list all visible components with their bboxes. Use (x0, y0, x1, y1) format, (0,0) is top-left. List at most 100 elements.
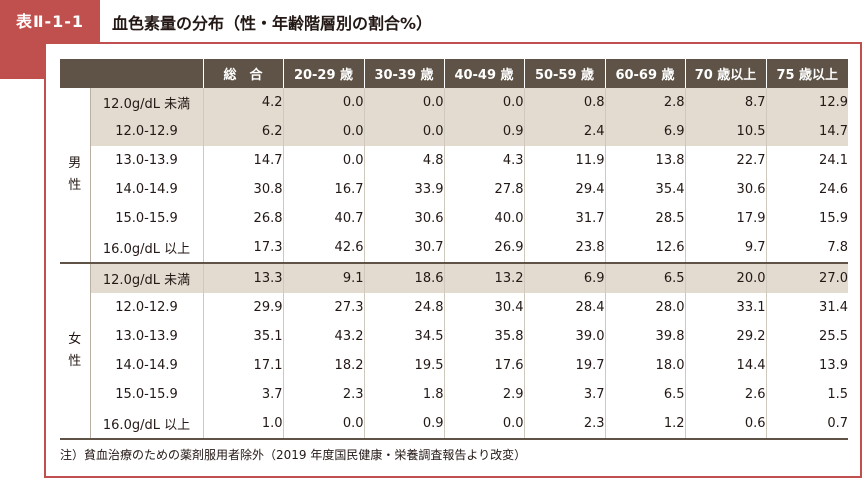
value-cell: 2.4 (523, 117, 605, 146)
value-cell: 14.7 (765, 117, 848, 146)
value-cell: 17.9 (684, 204, 766, 233)
value-cell: 30.6 (684, 175, 766, 204)
value-cell: 30.8 (202, 175, 283, 204)
value-cell: 13.8 (604, 146, 685, 175)
row-label: 15.0-15.9 (115, 387, 178, 402)
header-row: 総 合 20-29 歳 30-39 歳 40-49 歳 50-59 歳 60-6… (60, 59, 848, 88)
value-cell: 10.5 (684, 117, 766, 146)
row-label: 13.0-13.9 (115, 153, 178, 168)
header-cell: 70 歳以上 (684, 59, 766, 88)
value-cell: 9.1 (282, 262, 364, 293)
group-label-top: 女 (68, 332, 82, 347)
table-row: 16.0g/dL 以上 1.0 0.0 0.9 0.0 2.3 1.2 0.6 0.7 (60, 409, 848, 439)
value-cell: 40.0 (443, 204, 524, 233)
value-cell: 3.7 (202, 380, 283, 409)
table-row: 13.0-13.9 14.7 0.0 4.8 4.3 11.9 13.8 22.7 24.1 (60, 146, 848, 175)
value-cell: 28.0 (604, 293, 685, 322)
row-label: 16.0g/dL 以上 (102, 418, 191, 433)
value-cell: 0.0 (282, 409, 364, 439)
value-cell: 14.7 (202, 146, 283, 175)
value-cell: 24.1 (765, 146, 848, 175)
table-row: 15.0-15.9 3.7 2.3 1.8 2.9 3.7 6.5 2.6 1.5 (60, 380, 848, 409)
value-cell: 18.0 (604, 351, 685, 380)
value-cell: 13.9 (765, 351, 848, 380)
group-label-bottom: 性 (68, 178, 82, 193)
value-cell: 2.6 (684, 380, 766, 409)
value-cell: 6.5 (604, 262, 685, 293)
table-number: 表Ⅱ-1-1 (15, 12, 85, 31)
row-label: 12.0g/dL 未満 (90, 88, 203, 117)
row-label: 16.0g/dL 以上 (102, 242, 191, 257)
value-cell: 29.9 (202, 293, 283, 322)
value-cell: 15.9 (765, 204, 848, 233)
value-cell: 43.2 (282, 322, 364, 351)
value-cell: 24.8 (363, 293, 444, 322)
header-cell: 20-29 歳 (282, 59, 364, 88)
header-cell: 60-69 歳 (604, 59, 685, 88)
value-cell: 27.3 (282, 293, 364, 322)
value-cell: 0.0 (282, 146, 364, 175)
value-cell: 2.3 (282, 380, 364, 409)
table-row: 12.0-12.9 6.2 0.0 0.0 0.9 2.4 6.9 10.5 14.7 (60, 117, 848, 146)
value-cell: 1.0 (202, 409, 283, 439)
value-cell: 12.9 (765, 88, 848, 117)
header-cell: 50-59 歳 (523, 59, 605, 88)
value-cell: 18.2 (282, 351, 364, 380)
table-row: 14.0-14.9 17.1 18.2 19.5 17.6 19.7 18.0 14.4 13.… (60, 351, 848, 380)
value-cell: 9.7 (684, 233, 766, 263)
value-cell: 1.5 (765, 380, 848, 409)
value-cell: 0.0 (443, 88, 524, 117)
row-label: 12.0-12.9 (115, 300, 178, 315)
value-cell: 0.0 (443, 409, 524, 439)
row-label: 14.0-14.9 (115, 358, 178, 373)
male-group: 男性 12.0g/dL 未満 4.2 0.0 0.0 0.0 0.8 2.8 8.7 12.9 12… (60, 88, 848, 263)
row-label: 12.0-12.9 (90, 117, 203, 146)
value-cell: 26.9 (443, 233, 524, 263)
value-cell: 0.0 (282, 88, 364, 117)
table-row: 13.0-13.9 35.1 43.2 34.5 35.8 39.0 39.8 29.2 25.… (60, 322, 848, 351)
table-row: 男性 12.0g/dL 未満 4.2 0.0 0.0 0.0 0.8 2.8 8.7 12.9 (60, 88, 848, 263)
value-cell: 27.0 (765, 262, 848, 293)
value-cell: 18.6 (363, 262, 444, 293)
group-label-top: 男 (68, 156, 82, 171)
value-cell: 23.8 (523, 233, 605, 263)
value-cell: 28.4 (523, 293, 605, 322)
value-cell: 14.4 (684, 351, 766, 380)
row-label: 12.0g/dL 未満 (90, 262, 203, 293)
note-row: 注）貧血治療のための薬剤服用者除外（2019 年度国民健康・栄養調査報告より改変… (60, 438, 848, 469)
value-cell: 0.6 (684, 409, 766, 439)
value-cell: 24.6 (765, 175, 848, 204)
value-cell: 0.7 (765, 409, 848, 439)
header-cell: 75 歳以上 (765, 59, 848, 88)
value-cell: 1.2 (604, 409, 685, 439)
value-cell: 3.7 (523, 380, 605, 409)
value-cell: 31.7 (523, 204, 605, 233)
value-cell: 6.9 (523, 262, 605, 293)
value-cell: 0.9 (443, 117, 524, 146)
header-cell: 40-49 歳 (443, 59, 524, 88)
value-cell: 19.5 (363, 351, 444, 380)
value-cell: 0.9 (363, 409, 444, 439)
value-cell: 30.7 (363, 233, 444, 263)
value-cell: 6.5 (604, 380, 685, 409)
value-cell: 20.0 (684, 262, 766, 293)
value-cell: 33.9 (363, 175, 444, 204)
group-label: 男性 (60, 88, 91, 263)
value-cell: 11.9 (523, 146, 605, 175)
value-cell: 1.8 (363, 380, 444, 409)
page-title: 血色素量の分布（性・年齢階層別の割合%） (112, 14, 433, 33)
value-cell: 0.8 (523, 88, 605, 117)
value-cell: 17.1 (202, 351, 283, 380)
value-cell: 17.3 (202, 233, 283, 263)
value-cell: 12.6 (604, 233, 685, 263)
value-cell: 2.9 (443, 380, 524, 409)
value-cell: 0.0 (363, 117, 444, 146)
value-cell: 2.8 (604, 88, 685, 117)
row-label: 15.0-15.9 (115, 211, 178, 226)
group-label-bottom: 性 (68, 354, 82, 369)
value-cell: 0.0 (282, 117, 364, 146)
value-cell: 2.3 (523, 409, 605, 439)
value-cell: 42.6 (282, 233, 364, 263)
value-cell: 35.8 (443, 322, 524, 351)
female-group: 女性 12.0g/dL 未満 13.3 9.1 18.6 13.2 6.9 6.5 20.0 27… (60, 262, 848, 439)
